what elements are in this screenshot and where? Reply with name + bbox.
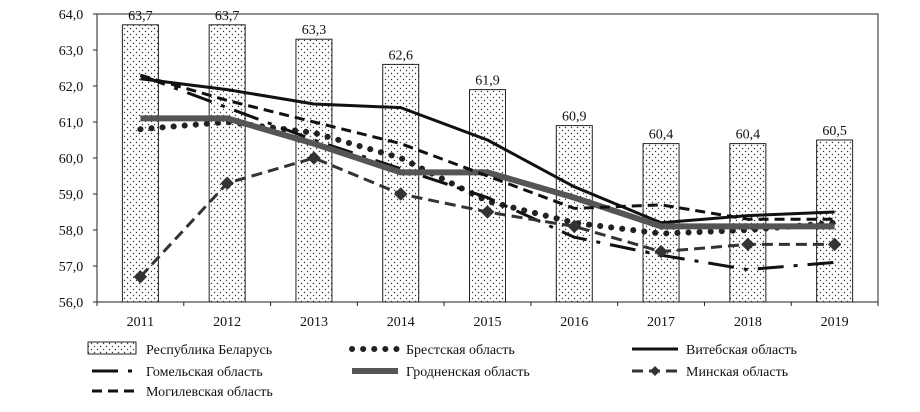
series-line [140,77,835,225]
y-tick-label: 62,0 [59,80,84,95]
series-line [139,73,835,272]
bar [555,125,593,303]
y-tick-label: 64,0 [59,8,84,23]
legend-label: Минская область [686,365,788,380]
series-marker [307,151,321,165]
bar [729,143,767,303]
bar [208,24,246,303]
x-tick-label: 2012 [213,315,241,330]
series-line [139,73,835,221]
legend-label: Гомельская область [146,365,263,380]
bar [382,63,420,303]
bar-data-label: 61,9 [475,74,500,89]
y-tick-label: 61,0 [59,116,84,131]
legend-swatch [87,341,137,355]
series-marker [480,205,495,219]
series-marker [394,187,408,201]
legend-swatch-marker [650,366,660,376]
x-tick-label: 2014 [387,315,415,330]
series-line [140,115,835,230]
y-tick-label: 56,0 [59,296,84,311]
series-marker [827,237,842,252]
x-tick-label: 2019 [821,315,849,330]
series-marker [220,176,234,190]
legend-label: Могилевская область [146,385,273,400]
bar-data-label: 63,3 [302,23,327,38]
y-tick-label: 57,0 [59,260,84,275]
y-tick-label: 63,0 [59,44,84,59]
x-tick-label: 2017 [647,315,675,330]
x-tick-label: 2013 [300,315,328,330]
bar-data-label: 62,6 [388,48,413,63]
bar-data-label: 60,4 [736,128,761,143]
bar [121,24,159,303]
bar-data-label: 63,7 [215,9,240,24]
bar-data-label: 60,9 [562,110,587,125]
series-marker [133,270,148,284]
x-tick-label: 2011 [127,315,154,330]
y-tick-label: 60,0 [59,152,84,167]
series-marker [654,244,668,259]
x-tick-label: 2016 [560,315,588,330]
legend-label: Республика Беларусь [146,343,272,358]
legend-label: Брестская область [406,343,515,358]
legend-label: Витебская область [686,343,797,358]
x-tick-label: 2015 [474,315,502,330]
bar-data-label: 60,5 [822,124,847,139]
series-line [137,119,838,237]
series-marker [741,237,755,252]
x-tick-label: 2018 [734,315,762,330]
y-tick-label: 58,0 [59,224,84,239]
bar [295,38,333,303]
bar-data-label: 63,7 [128,9,153,24]
bar-data-label: 60,4 [649,128,674,143]
legend-label: Гродненская область [406,365,530,380]
bar [469,89,506,303]
y-tick-label: 59,0 [59,188,84,203]
series-marker [567,219,581,234]
